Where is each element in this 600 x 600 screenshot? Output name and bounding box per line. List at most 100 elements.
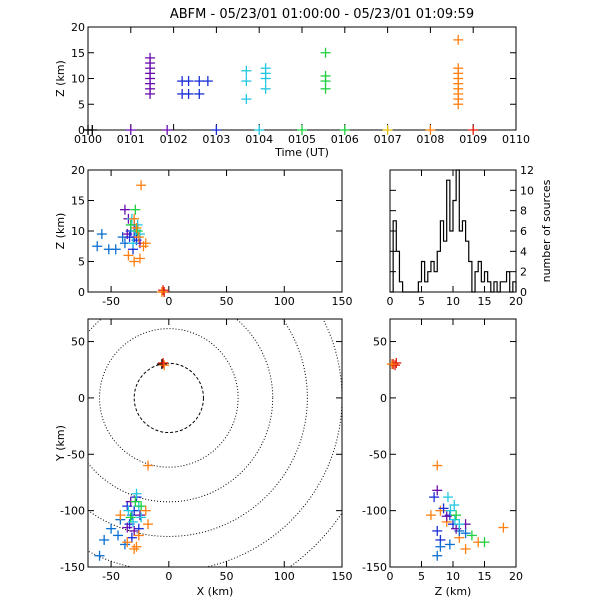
- z-y-point: [432, 525, 443, 536]
- x-y-xtick-label: -50: [102, 570, 120, 583]
- z-y-point: [466, 530, 477, 541]
- x-z-point: [131, 222, 142, 233]
- x-z-ylabel: Z (km): [54, 213, 67, 250]
- range-ring: [288, 511, 342, 567]
- x-z-xtick-label: 50: [220, 295, 234, 308]
- x-z-point: [96, 229, 107, 240]
- z-y-xtick-label: 15: [478, 570, 492, 583]
- range-ring: [99, 328, 239, 468]
- z-y-point: [432, 485, 443, 496]
- z-y-ytick-label: -50: [369, 448, 387, 461]
- z-y-xlabel: Z (km): [435, 585, 472, 598]
- histogram-ytick-label: 6: [520, 225, 527, 238]
- x-y-point: [113, 530, 124, 541]
- time-z-point: [241, 65, 252, 76]
- x-y-point: [159, 360, 170, 371]
- z-y-ytick-label: -100: [362, 505, 387, 518]
- histogram-xtick-label: 20: [509, 295, 523, 308]
- z-y-point: [432, 460, 443, 471]
- x-y-point: [128, 516, 139, 527]
- time-z-point: [145, 52, 156, 63]
- x-z-ytick-label: 10: [71, 225, 85, 238]
- histogram-xtick-label: 5: [418, 295, 425, 308]
- z-y-point: [386, 359, 397, 370]
- x-y-point: [130, 496, 141, 507]
- time-z-xtick-label: 0102: [160, 133, 188, 146]
- time-z-point: [183, 88, 194, 99]
- x-y-point: [133, 530, 144, 541]
- x-y-xtick-label: 100: [274, 570, 295, 583]
- z-y-point: [460, 543, 471, 554]
- z-y-point: [391, 357, 402, 368]
- time-z-point: [382, 125, 393, 135]
- z-y-point: [445, 505, 456, 516]
- x-z-point: [134, 253, 145, 264]
- x-y-point: [106, 523, 117, 534]
- time-z-point: [241, 94, 252, 105]
- histogram-ytick-label: 8: [520, 205, 527, 218]
- x-z-panel: -50 0 50 100 150 0 5 10 15 20 Z (km): [54, 164, 353, 308]
- z-y-ytick-label: -150: [362, 561, 387, 574]
- z-y-xtick-label: 0: [387, 570, 394, 583]
- time-z-point: [211, 125, 222, 135]
- x-z-ytick-label: 5: [78, 256, 85, 269]
- x-z-point: [158, 285, 169, 296]
- time-z-point: [260, 63, 271, 74]
- x-y-point: [131, 541, 142, 552]
- time-z-xtick-label: 0100: [74, 133, 102, 146]
- x-y-point: [143, 460, 154, 471]
- time-z-point: [183, 76, 194, 87]
- x-z-point: [124, 232, 135, 243]
- x-y-point: [119, 539, 130, 550]
- x-y-point: [94, 550, 105, 561]
- x-y-ytick-label: -150: [60, 561, 85, 574]
- time-z-point: [194, 76, 205, 87]
- time-z-point: [194, 88, 205, 99]
- x-z-ytick-label: 0: [78, 286, 85, 299]
- x-z-point: [129, 213, 140, 224]
- z-y-point: [435, 541, 446, 552]
- x-y-ytick-label: 0: [78, 392, 85, 405]
- x-y-point: [143, 519, 154, 530]
- x-y-point: [131, 488, 142, 499]
- x-z-point: [92, 241, 103, 252]
- z-y-point: [441, 511, 452, 522]
- x-y-frame: [87, 318, 343, 568]
- x-y-ytick-label: -50: [67, 448, 85, 461]
- z-y-point: [460, 528, 471, 539]
- time-z-point: [125, 125, 136, 135]
- time-z-xtick-label: 0107: [374, 133, 402, 146]
- x-y-panel: -50 0 50 100 150 -150 -100 -50 0 50 X (km) Y (km): [54, 318, 353, 598]
- x-y-xtick-label: 150: [332, 570, 353, 583]
- time-z-point: [260, 83, 271, 94]
- z-y-panel: 0 5 10 15 20 -150 -100 -50 0 50 Z (km): [362, 318, 523, 598]
- z-y-xtick-label: 5: [418, 570, 425, 583]
- time-z-ytick-label: 5: [78, 98, 85, 111]
- z-y-point: [444, 539, 455, 550]
- time-z-xtick-label: 0109: [459, 133, 487, 146]
- time-z-point: [162, 125, 173, 135]
- x-z-xtick-label: 150: [332, 295, 353, 308]
- histogram-ytick-label: 0: [520, 286, 527, 299]
- x-z-point: [119, 204, 130, 215]
- x-y-point: [158, 357, 169, 368]
- z-y-point: [442, 492, 453, 503]
- x-z-xtick-label: 100: [274, 295, 295, 308]
- time-z-point: [320, 70, 331, 81]
- x-z-point: [129, 256, 140, 267]
- x-y-point: [123, 505, 134, 516]
- z-y-point: [438, 503, 449, 514]
- x-z-ytick-label: 15: [71, 195, 85, 208]
- histogram-ytick-label: 4: [520, 245, 527, 258]
- x-z-point: [130, 204, 141, 215]
- x-y-point: [136, 512, 147, 523]
- z-y-point: [479, 537, 490, 548]
- time-z-point: [87, 125, 98, 135]
- time-z-ylabel: Z (km): [54, 60, 67, 97]
- x-z-point: [140, 238, 151, 249]
- z-y-point: [429, 492, 440, 503]
- x-y-xtick-label: 0: [165, 570, 172, 583]
- x-z-point: [136, 180, 147, 191]
- time-z-point: [339, 125, 350, 135]
- time-z-xtick-label: 0108: [416, 133, 444, 146]
